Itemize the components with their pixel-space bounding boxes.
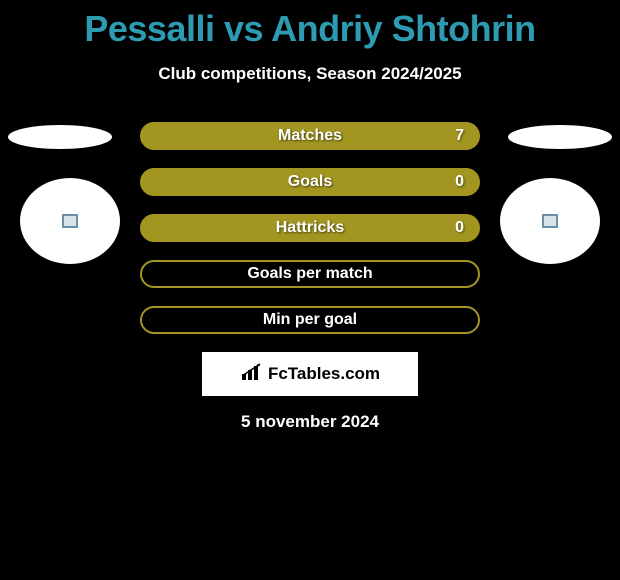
player-left-ellipse xyxy=(8,125,112,149)
stat-label: Goals per match xyxy=(247,265,372,283)
stat-row-hattricks: Hattricks 0 xyxy=(140,214,480,242)
stat-value: 0 xyxy=(455,219,464,237)
stat-label: Hattricks xyxy=(276,219,344,237)
page-title: Pessalli vs Andriy Shtohrin xyxy=(0,0,620,50)
stat-label: Goals xyxy=(288,173,332,191)
player-right-avatar xyxy=(500,178,600,264)
stat-label: Min per goal xyxy=(263,311,357,329)
stat-label: Matches xyxy=(278,127,342,145)
player-left-avatar xyxy=(20,178,120,264)
stat-row-matches: Matches 7 xyxy=(140,122,480,150)
logo-box: FcTables.com xyxy=(202,352,418,396)
fctables-chart-icon xyxy=(240,362,264,387)
stat-value: 0 xyxy=(455,173,464,191)
avatar-placeholder-icon xyxy=(542,214,558,228)
stat-row-min-per-goal: Min per goal xyxy=(140,306,480,334)
subtitle: Club competitions, Season 2024/2025 xyxy=(0,64,620,84)
date-text: 5 november 2024 xyxy=(0,412,620,432)
stat-value: 7 xyxy=(455,127,464,145)
stat-row-goals-per-match: Goals per match xyxy=(140,260,480,288)
stat-row-goals: Goals 0 xyxy=(140,168,480,196)
logo-text: FcTables.com xyxy=(268,364,380,384)
player-right-ellipse xyxy=(508,125,612,149)
avatar-placeholder-icon xyxy=(62,214,78,228)
